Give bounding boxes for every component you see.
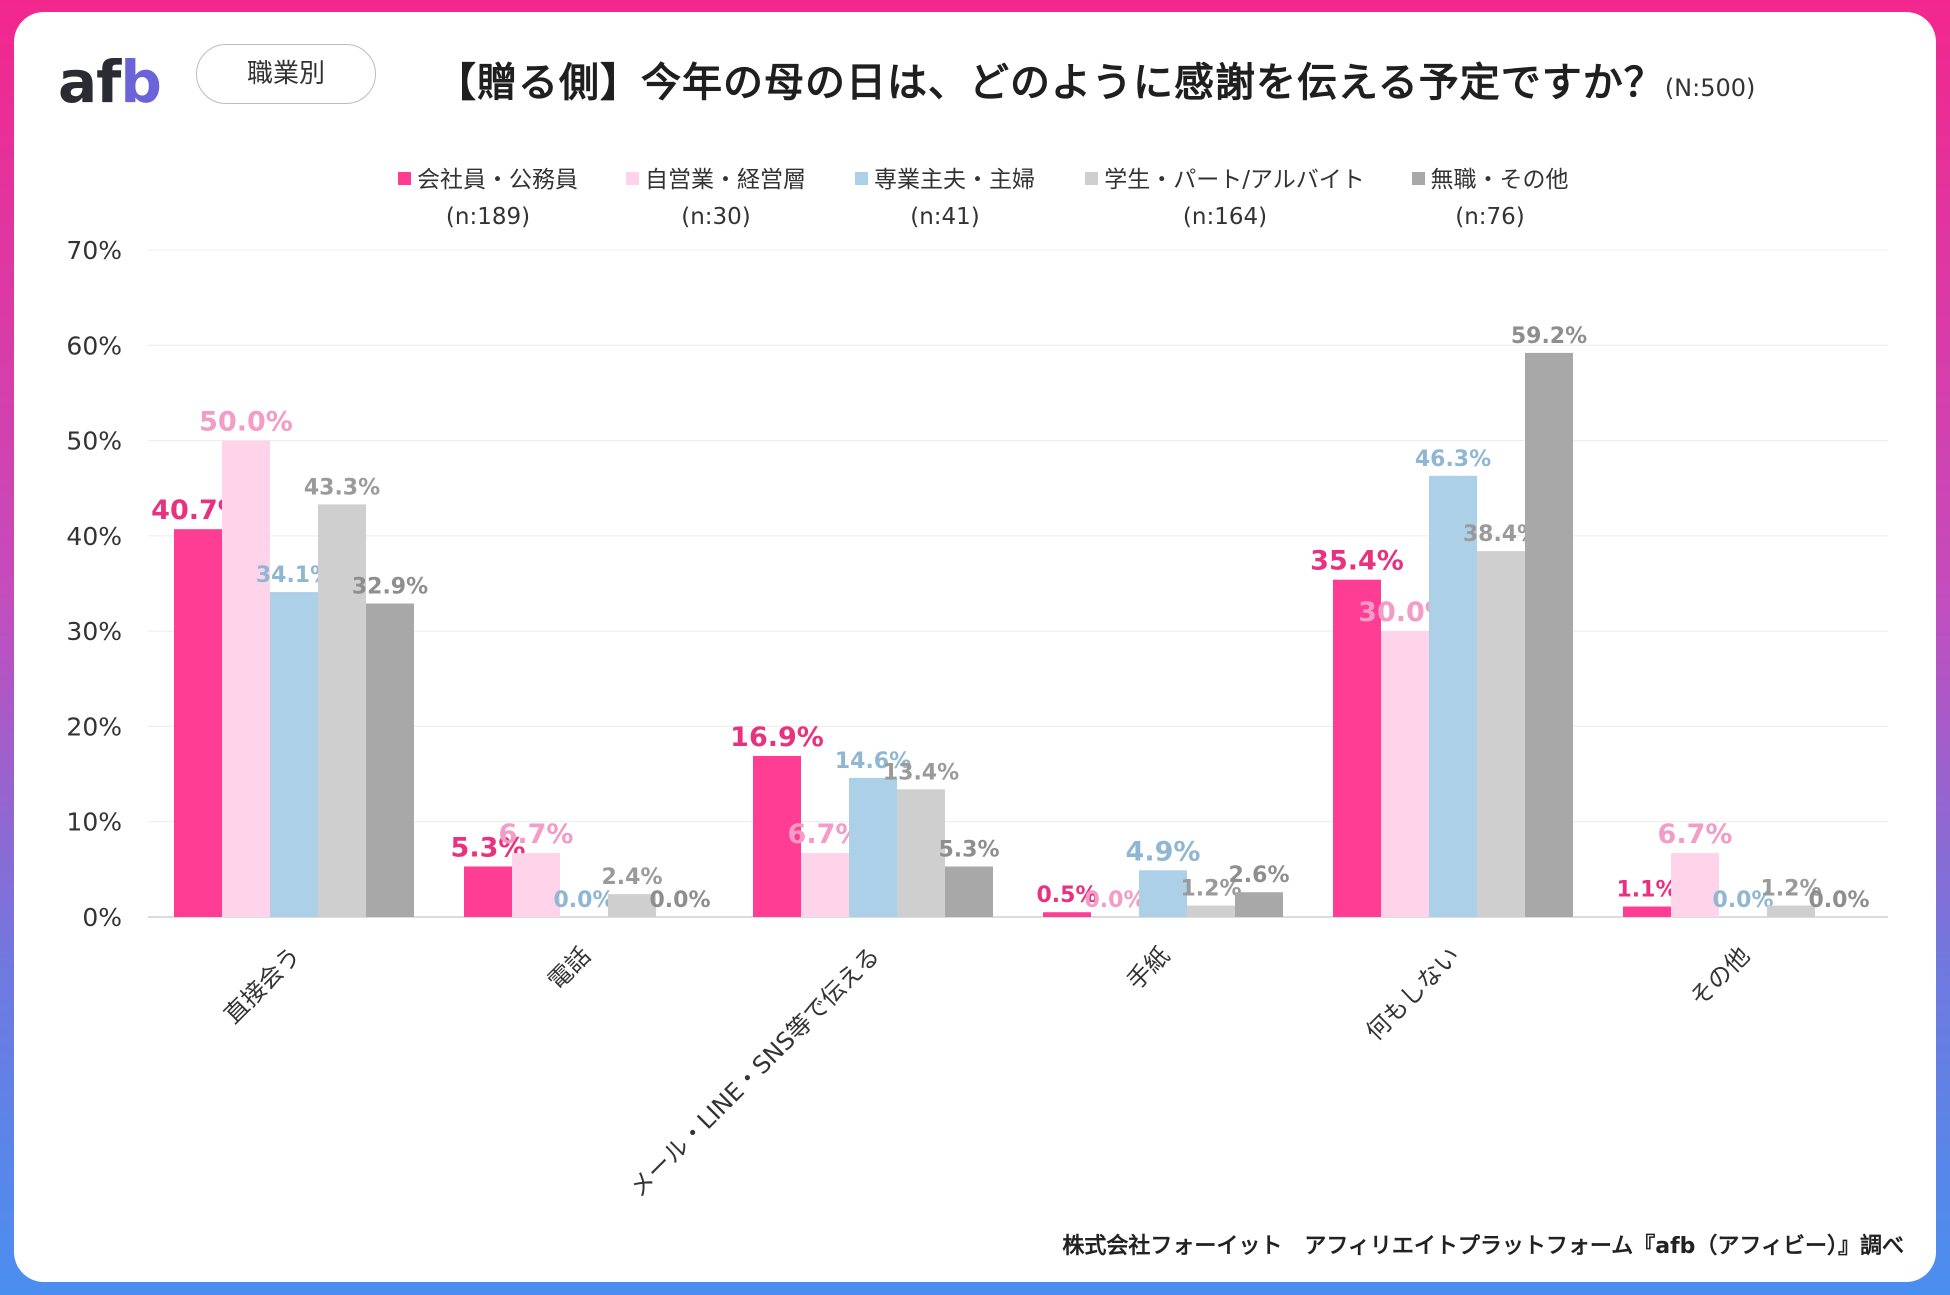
data-label: 46.3% <box>1415 447 1491 472</box>
data-label: 0.0% <box>1712 888 1773 913</box>
data-label: 0.5% <box>1036 883 1097 908</box>
y-tick-label: 0% <box>82 903 122 932</box>
data-label: 13.4% <box>883 760 959 785</box>
y-tick-label: 70% <box>66 236 122 265</box>
bar <box>897 789 945 917</box>
bar <box>1767 905 1815 917</box>
data-label: 0.0% <box>553 888 614 913</box>
bar <box>1381 631 1429 917</box>
bar <box>1525 352 1573 917</box>
x-category-label: その他 <box>1685 941 1756 1012</box>
legend-swatch <box>1085 172 1099 185</box>
occupation-badge: 職業別 <box>196 44 376 104</box>
data-label: 1.1% <box>1616 878 1677 903</box>
bar <box>1671 853 1719 917</box>
legend-item-company-employee: 会社員・公務員 (n:189) <box>388 160 588 230</box>
data-label: 16.9% <box>730 722 824 753</box>
data-label: 2.4% <box>601 865 662 890</box>
x-category-label: 電話 <box>543 941 597 995</box>
y-tick-label: 10% <box>66 808 122 837</box>
bar <box>464 866 512 917</box>
data-label: 14.6% <box>835 749 911 774</box>
data-label: 1.2% <box>1180 877 1241 902</box>
x-category-label: 直接会う <box>219 941 307 1029</box>
x-category-label: 何もしない <box>1361 941 1466 1046</box>
legend: 会社員・公務員 (n:189) 自営業・経営層 (n:30) 専業主夫・主婦 (… <box>0 160 1950 230</box>
source-credit: 株式会社フォーイット アフィリエイトプラットフォーム『afb（アフィビー）』調べ <box>1062 1234 1904 1259</box>
data-label: 6.7% <box>499 819 574 850</box>
legend-swatch <box>626 172 639 185</box>
x-category-label: 手紙 <box>1122 941 1176 995</box>
bar <box>1333 579 1381 917</box>
bar <box>270 592 318 917</box>
data-label: 1.2% <box>1760 877 1821 902</box>
bar <box>801 853 849 917</box>
sample-size: (N:500) <box>1664 74 1756 102</box>
bar <box>1187 905 1235 917</box>
bar <box>753 755 801 917</box>
chart-title: 【贈る側】今年の母の日は、どのように感謝を伝える予定ですか？(N:500) <box>436 50 1755 108</box>
data-label: 2.6% <box>1228 863 1289 888</box>
data-label: 43.3% <box>304 475 380 500</box>
bar <box>945 866 993 917</box>
afb-logo: afb <box>58 48 162 116</box>
legend-swatch <box>398 172 411 185</box>
legend-swatch <box>855 172 868 185</box>
bar <box>512 853 560 917</box>
bar <box>608 894 656 917</box>
bar <box>849 777 897 917</box>
data-label: 4.9% <box>1126 836 1201 867</box>
x-category-label: メール・LINE・SNS等で伝える <box>624 941 885 1202</box>
y-tick-label: 50% <box>66 427 122 456</box>
y-tick-label: 40% <box>66 522 122 551</box>
legend-item-self-employed: 自営業・経営層 (n:30) <box>616 160 816 230</box>
bar <box>174 529 222 917</box>
legend-item-homemaker: 専業主夫・主婦 (n:41) <box>845 160 1045 230</box>
data-label: 5.3% <box>938 837 999 862</box>
data-label: 0.0% <box>1808 888 1869 913</box>
bar <box>1429 475 1477 917</box>
legend-item-unemployed-other: 無職・その他 (n:76) <box>1410 160 1570 230</box>
data-label: 0.0% <box>1084 888 1145 913</box>
bar <box>1623 906 1671 917</box>
bar <box>318 504 366 917</box>
bar <box>1043 912 1091 917</box>
bar <box>1139 870 1187 917</box>
legend-item-student-parttime: 学生・パート/アルバイト (n:164) <box>1075 160 1375 230</box>
chart-title-text: 【贈る側】今年の母の日は、どのように感謝を伝える予定ですか？ <box>436 60 1665 106</box>
y-tick-label: 60% <box>66 331 122 360</box>
data-label: 0.0% <box>649 888 710 913</box>
legend-swatch <box>1411 172 1425 185</box>
data-label: 59.2% <box>1511 324 1587 349</box>
data-label: 32.9% <box>352 575 428 600</box>
data-label: 50.0% <box>199 407 293 438</box>
y-tick-label: 20% <box>66 712 122 741</box>
bar <box>1235 892 1283 917</box>
bar <box>1477 551 1525 917</box>
data-label: 35.4% <box>1310 546 1404 577</box>
bar <box>366 603 414 917</box>
bar <box>222 440 270 917</box>
data-label: 6.7% <box>1658 819 1733 850</box>
y-tick-label: 30% <box>66 617 122 646</box>
